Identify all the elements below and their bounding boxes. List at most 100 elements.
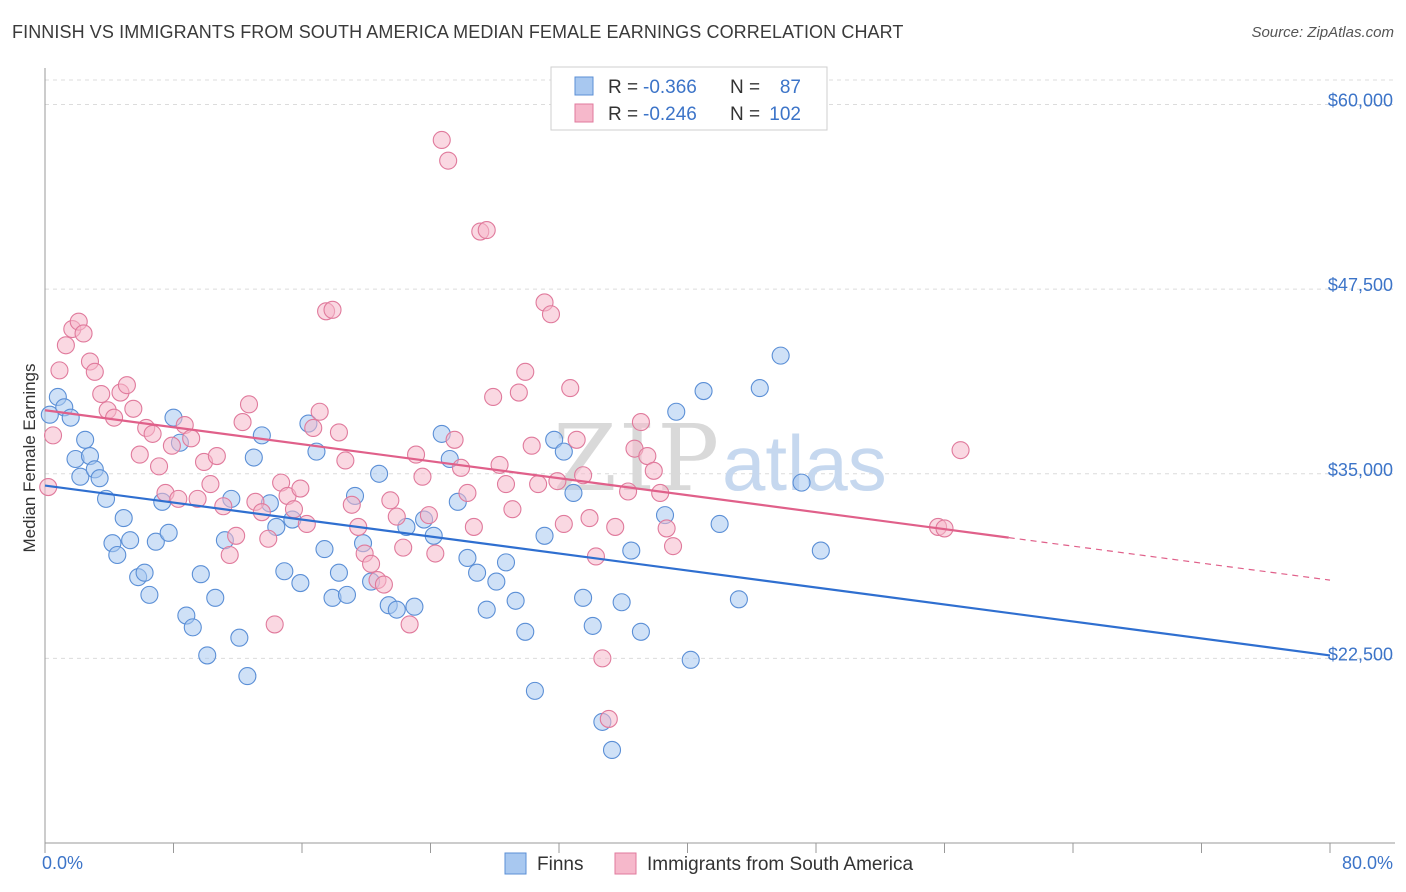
point-finns — [710, 514, 729, 534]
point-finns — [198, 646, 217, 665]
correlation-legend: R = -0.366 N = 87 R = -0.246 N = 102 — [550, 66, 828, 131]
trend-lines — [44, 409, 1331, 657]
trend-line-dashed-1 — [1008, 537, 1331, 581]
point-south-america — [503, 500, 522, 519]
legend-swatch-0 — [574, 76, 594, 96]
point-finns — [146, 532, 165, 551]
point-finns — [114, 509, 133, 528]
point-finns — [275, 562, 294, 581]
point-south-america — [419, 506, 438, 525]
legend-box — [550, 66, 828, 131]
point-finns — [244, 448, 263, 467]
point-finns — [525, 681, 544, 700]
point-south-america — [342, 495, 361, 514]
point-south-america — [496, 475, 516, 494]
point-south-america — [381, 491, 400, 510]
point-finns — [337, 585, 357, 604]
point-south-america — [227, 526, 246, 545]
point-south-america — [529, 475, 548, 494]
point-south-america — [387, 507, 406, 526]
point-south-america — [124, 399, 143, 418]
point-south-america — [284, 500, 304, 519]
point-finns — [140, 585, 159, 604]
axes: $22,500 $35,000 $47,500 $60,000 0.0% 80.0% Med… — [20, 68, 1395, 873]
point-finns — [750, 379, 769, 398]
point-south-america — [85, 362, 104, 381]
point-south-america — [522, 436, 541, 455]
point-finns — [183, 618, 202, 637]
point-south-america — [162, 436, 181, 455]
point-south-america — [259, 529, 278, 548]
trend-line-0 — [44, 484, 1331, 657]
point-south-america — [477, 221, 496, 240]
point-finns — [458, 548, 477, 568]
legend-n-label: N = — [730, 104, 760, 125]
point-south-america — [644, 461, 663, 480]
y-axis-label: Median Female Earnings — [20, 364, 39, 553]
point-finns — [206, 588, 225, 607]
chart-title: FINNISH VS IMMIGRANTS FROM SOUTH AMERICA… — [12, 22, 904, 42]
point-finns — [61, 408, 80, 427]
series-legend-label-1: Immigrants from South America — [647, 854, 914, 875]
point-finns — [90, 469, 109, 488]
point-south-america — [413, 467, 432, 486]
point-south-america — [554, 514, 573, 534]
point-finns — [468, 563, 487, 582]
legend-n-value: 102 — [769, 104, 801, 125]
point-south-america — [265, 615, 284, 634]
point-south-america — [541, 305, 561, 324]
point-finns — [545, 430, 564, 449]
data-points — [39, 80, 970, 760]
point-finns — [574, 588, 593, 607]
point-south-america — [951, 441, 970, 460]
point-south-america — [484, 387, 503, 407]
point-south-america — [606, 517, 625, 536]
legend-n-value: 87 — [780, 77, 801, 98]
grid-lines — [45, 79, 1395, 659]
point-finns — [108, 545, 127, 565]
point-finns — [554, 442, 573, 461]
point-finns — [612, 593, 631, 612]
point-south-america — [516, 362, 535, 381]
point-south-america — [426, 544, 445, 563]
legend-r-label: R = — [608, 77, 638, 98]
point-finns — [811, 541, 830, 560]
point-finns — [631, 622, 650, 641]
point-south-america — [394, 538, 413, 557]
point-finns — [370, 464, 389, 483]
point-south-america — [362, 554, 381, 573]
point-south-america — [663, 537, 683, 556]
point-south-america — [130, 445, 149, 464]
point-south-america — [329, 423, 348, 442]
point-south-america — [657, 519, 676, 538]
y-tick-label: $60,000 — [1328, 91, 1393, 111]
point-finns — [405, 597, 424, 616]
point-finns — [602, 740, 622, 760]
point-south-america — [374, 575, 393, 594]
point-south-america — [291, 479, 310, 498]
point-finns — [729, 590, 748, 609]
point-south-america — [548, 472, 567, 491]
point-south-america — [509, 383, 528, 402]
point-finns — [477, 600, 496, 619]
point-south-america — [432, 130, 451, 150]
legend-n-label: N = — [730, 77, 760, 98]
point-finns — [76, 430, 95, 449]
point-south-america — [580, 509, 599, 528]
series-legend-label-0: Finns — [537, 854, 583, 875]
point-south-america — [214, 497, 233, 516]
point-south-america — [567, 430, 586, 449]
point-south-america — [336, 451, 355, 470]
series-legend-swatch-0 — [504, 852, 527, 875]
point-south-america — [188, 489, 207, 508]
point-finns — [315, 540, 334, 559]
x-tick-label-min: 0.0% — [42, 853, 83, 873]
series-legend-swatch-1 — [614, 852, 637, 875]
point-south-america — [631, 413, 650, 432]
point-south-america — [297, 514, 316, 534]
y-tick-label: $47,500 — [1328, 275, 1393, 295]
point-finns — [681, 650, 700, 669]
legend-r-value: -0.366 — [643, 77, 697, 98]
point-south-america — [50, 361, 69, 380]
